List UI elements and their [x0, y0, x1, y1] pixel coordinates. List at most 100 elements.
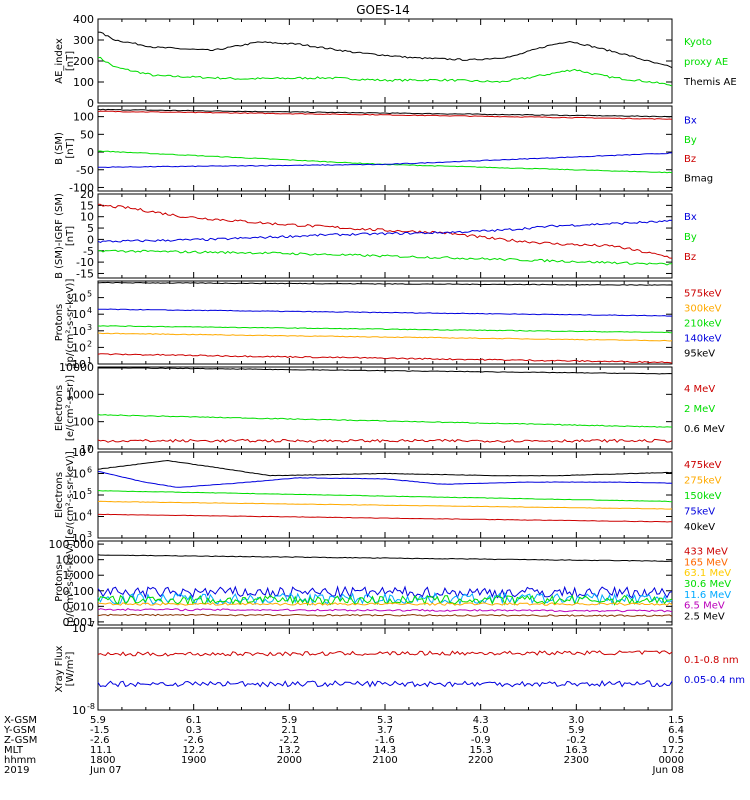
xaxis-value: 16.3 — [565, 745, 587, 756]
series-line-0-05-0-4-nm — [97, 680, 673, 688]
xaxis-value: 2100 — [372, 755, 397, 766]
panel-6-ylabel: [e/(cm²-s-sr-keV)] — [65, 451, 76, 539]
panel-3-ytick-label: -10 — [76, 256, 94, 269]
panel-4-ytick-exponent: 5 — [87, 290, 92, 299]
legend-entry: 40keV — [684, 522, 715, 533]
legend-entry: 575keV — [684, 289, 722, 300]
xaxis-value: -2.6 — [184, 735, 204, 746]
xaxis-value: 17.2 — [662, 745, 684, 756]
xaxis-value: 4.3 — [473, 715, 489, 726]
series-line-bx — [98, 152, 672, 169]
panel-6-ylabel: Electrons — [54, 472, 65, 518]
xaxis-value: -0.9 — [471, 735, 491, 746]
xaxis-value: -0.2 — [567, 735, 587, 746]
legend-entry: 11.6 MeV — [684, 590, 731, 601]
legend-entry: 2.5 MeV — [684, 612, 725, 623]
xaxis-value: 5.9 — [281, 715, 297, 726]
panel-1-ylabel: AE_index — [54, 38, 65, 84]
series-line-75kev — [97, 471, 673, 488]
panel-3-ylabel: B (SM)-IGRF (SM) — [54, 193, 65, 279]
series-line-95kev — [97, 353, 673, 364]
panel-6-ytick-exponent: 5 — [87, 487, 92, 496]
panel-5-ytick-label: 100 — [73, 416, 94, 429]
panel-4-ytick-label: 10 — [72, 308, 86, 321]
legend-entry: By — [684, 232, 697, 243]
panel-5-ytick-label: 10 — [80, 443, 94, 456]
xaxis-value: -2.6 — [90, 735, 110, 746]
xaxis-value: Jun 08 — [651, 765, 684, 776]
panel-8-ytick-label: 10 — [72, 622, 86, 635]
panel-1-frame — [97, 18, 673, 104]
xaxis-row-label: Y-GSM — [3, 725, 36, 736]
series-line-kyoto-proxy-ae — [97, 56, 673, 87]
panel-2-ytick-label: 50 — [80, 128, 94, 141]
legend-entry: 433 MeV — [684, 546, 728, 557]
series-line-2-5-mev — [97, 554, 672, 562]
xaxis-value: 3.7 — [377, 725, 393, 736]
panel-2-ytick-label: -50 — [76, 164, 94, 177]
panel-4-ytick-label: 10 — [72, 341, 86, 354]
series-line-475kev — [98, 513, 673, 523]
legend-entry: Kyoto — [684, 37, 712, 48]
panel-6-ytick-exponent: 6 — [87, 466, 92, 475]
panel-7-ytick-label: 0.010 — [63, 600, 95, 613]
xaxis-value: 5.3 — [377, 715, 393, 726]
xaxis-value: 5.0 — [473, 725, 489, 736]
panel-8-frame — [97, 627, 673, 711]
panel-8-ytick-label: 10 — [72, 704, 86, 717]
panel-4-ytick-label: 10 — [72, 358, 86, 371]
legend-entry: 30.6 MeV — [684, 579, 731, 590]
series-line-275kev — [97, 500, 673, 510]
panel-6-ytick-label: 10 — [72, 511, 86, 524]
xaxis-row-label: hhmm — [4, 755, 36, 766]
xaxis-value: 0000 — [659, 755, 684, 766]
panel-3-ytick-label: 15 — [80, 199, 94, 212]
legend-entry: 300keV — [684, 304, 722, 315]
panel-3-ylabel: [nT] — [65, 226, 76, 246]
panel-3-ytick-label: 0 — [87, 233, 94, 246]
xaxis-value: 13.2 — [278, 745, 300, 756]
panel-4-ytick-exponent: 2 — [87, 339, 92, 348]
panel-4-ytick-label: 10 — [72, 292, 86, 305]
panel-1-ylabel: [nT] — [65, 51, 76, 71]
series-line-40kev — [97, 459, 673, 477]
xaxis-value: -1.5 — [90, 725, 110, 736]
series-line-210kev — [97, 325, 673, 334]
xaxis-value: -1.6 — [375, 735, 395, 746]
legend-entry: 150keV — [684, 491, 722, 502]
panel-2-frame — [97, 105, 673, 192]
panel-6-ytick-exponent: 3 — [87, 530, 92, 539]
panel-2-ylabel: B (SM) — [54, 132, 65, 165]
xaxis-value: 0.3 — [186, 725, 202, 736]
xaxis-row-label: 2019 — [4, 765, 29, 776]
series-line-165-mev — [97, 608, 673, 613]
panel-6-ytick-exponent: 4 — [87, 509, 92, 518]
series-line-11-6-mev — [97, 591, 673, 606]
legend-entry: proxy AE — [684, 57, 728, 68]
series-line-140kev — [97, 332, 673, 342]
panel-7-ytick-label: 1.000 — [63, 569, 95, 582]
series-line-63-1-mev — [97, 602, 673, 606]
panel-4-frame — [97, 280, 673, 365]
panel-8-ytick-exponent: -7 — [87, 620, 95, 629]
legend-entry: 475keV — [684, 460, 722, 471]
panel-5-ytick-label: 1000 — [66, 388, 94, 401]
legend-entry: Bmag — [684, 173, 713, 184]
legend-entry: 210keV — [684, 319, 722, 330]
xaxis-value: 6.1 — [186, 715, 202, 726]
panel-4-ylabel: [p/(cm²-s-sr-keV)] — [65, 279, 76, 367]
xaxis-row-label: MLT — [4, 745, 24, 756]
legend-entry: 63.1 MeV — [684, 568, 731, 579]
panel-1-ytick-label: 100 — [73, 76, 94, 89]
legend-entry: 165 MeV — [684, 557, 728, 568]
series-line-575kev — [97, 281, 673, 286]
panel-4-ytick-exponent: 3 — [87, 323, 92, 332]
xaxis-value: 15.3 — [470, 745, 492, 756]
series-line-by — [97, 150, 673, 174]
panel-6-frame — [97, 451, 673, 539]
legend-entry: 2 MeV — [684, 404, 715, 415]
series-line-150kev — [97, 490, 673, 503]
panel-3-ytick-label: 5 — [87, 222, 94, 235]
xaxis-value: 1.5 — [668, 715, 684, 726]
